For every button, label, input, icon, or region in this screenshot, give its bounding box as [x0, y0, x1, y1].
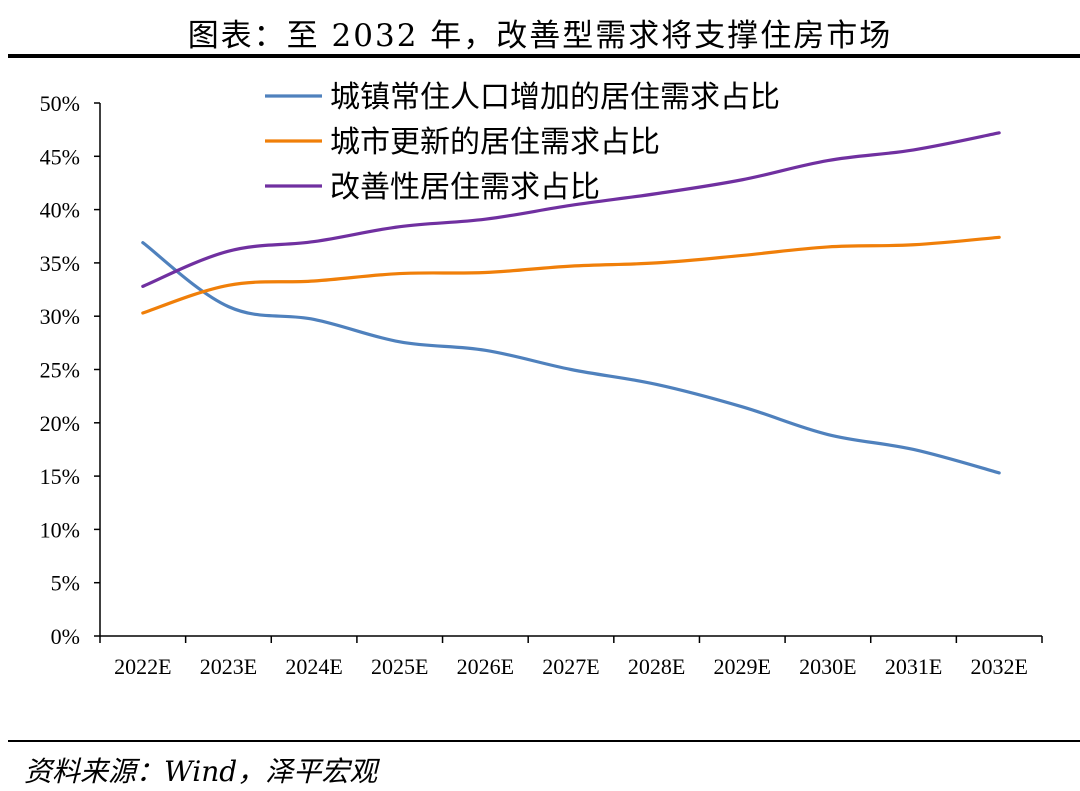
series-lines	[141, 131, 1001, 475]
x-tick-label: 2022E	[114, 654, 171, 679]
series-line-3	[141, 131, 1001, 288]
legend-label-1: 城镇常住人口增加的居住需求占比	[330, 80, 780, 115]
y-tick-label: 20%	[40, 411, 80, 436]
y-tick-label: 10%	[40, 517, 80, 542]
y-tick-label: 30%	[40, 304, 80, 329]
y-tick-label: 50%	[40, 91, 80, 116]
x-tick-label: 2029E	[714, 654, 771, 679]
series-line-2	[141, 235, 1001, 315]
x-tick-label: 2028E	[628, 654, 685, 679]
x-tick-label: 2032E	[970, 654, 1027, 679]
x-tick-label: 2025E	[371, 654, 428, 679]
series-line-1	[141, 241, 1001, 475]
x-tick-label: 2027E	[542, 654, 599, 679]
chart-title: 图表：至 2032 年，改善型需求将支撑住房市场	[187, 18, 893, 54]
y-tick-label: 40%	[40, 198, 80, 223]
y-tick-label: 5%	[51, 571, 80, 596]
y-tick-label: 25%	[40, 358, 80, 383]
y-tick-label: 35%	[40, 251, 80, 276]
axes: 0% 5% 10% 15% 20% 25% 30% 35% 40% 45% 50% 2022E 2023…	[40, 91, 1043, 679]
x-tick-label: 2024E	[285, 654, 342, 679]
legend-label-3: 改善性居住需求占比	[330, 170, 600, 205]
x-tick-label: 2026E	[457, 654, 514, 679]
title-rule	[8, 54, 1080, 58]
line-chart: 0% 5% 10% 15% 20% 25% 30% 35% 40% 45% 50% 2022E 2023…	[40, 80, 1043, 679]
source-note: 资料来源：Wind，泽平宏观	[24, 755, 378, 788]
y-tick-label: 45%	[40, 144, 80, 169]
x-tick-label: 2031E	[885, 654, 942, 679]
y-tick-label: 0%	[51, 624, 80, 649]
x-tick-label: 2030E	[799, 654, 856, 679]
x-tick-label: 2023E	[200, 654, 257, 679]
source-rule	[8, 740, 1080, 742]
y-tick-label: 15%	[40, 464, 80, 489]
legend-label-2: 城市更新的居住需求占比	[330, 125, 660, 160]
